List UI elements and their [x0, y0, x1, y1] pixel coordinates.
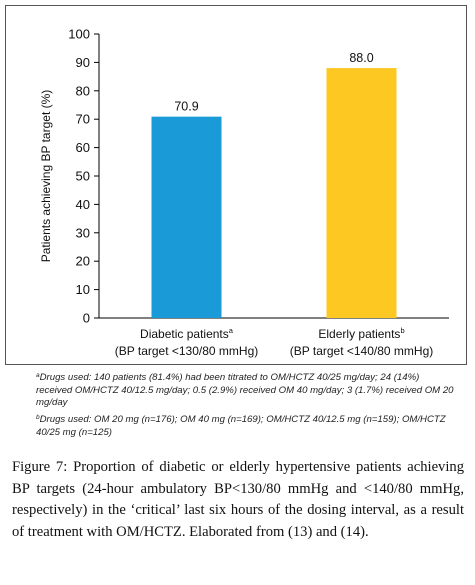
y-tick-label: 50 [76, 169, 90, 184]
y-tick-label: 100 [68, 27, 90, 42]
footnote-b: bDrugs used: OM 20 mg (n=176); OM 40 mg … [36, 414, 456, 439]
footnote-a-text: Drugs used: 140 patients (81.4%) had bee… [36, 372, 454, 408]
y-tick-label: 20 [76, 254, 90, 269]
y-tick-label: 80 [76, 83, 90, 98]
y-tick-label: 70 [76, 112, 90, 127]
y-tick-label: 10 [76, 282, 90, 297]
bar [326, 68, 397, 318]
y-axis-title: Patients achieving BP target (%) [39, 90, 53, 263]
bar-value-label: 70.9 [174, 100, 198, 114]
footnote-b-text: Drugs used: OM 20 mg (n=176); OM 40 mg (… [36, 414, 446, 438]
x-category-superscript: b [400, 326, 404, 335]
y-tick-label: 40 [76, 197, 90, 212]
figure-frame: 0 10 20 30 40 50 60 70 80 90 100 Patients achieving… [5, 5, 467, 438]
x-category-superscript: a [229, 326, 234, 335]
caption-label: Figure 7: [12, 459, 68, 475]
y-tick-label: 30 [76, 225, 90, 240]
x-category-sublabel: (BP target <140/80 mmHg) [290, 344, 434, 358]
x-category-label: Elderly patientsb [318, 326, 404, 341]
caption-text: Proportion of diabetic or elderly hypert… [12, 459, 464, 540]
x-category-label: Diabetic patientsa [140, 326, 234, 341]
footnote-a: aDrugs used: 140 patients (81.4%) had be… [36, 372, 456, 410]
x-category-sublabel: (BP target <130/80 mmHg) [115, 344, 259, 358]
footnote-a-marker: a [36, 372, 40, 379]
bar-value-label: 88.0 [349, 51, 373, 65]
y-tick-label: 0 [83, 311, 90, 326]
bar-chart: 0 10 20 30 40 50 60 70 80 90 100 Patients achieving… [39, 27, 449, 358]
y-tick-label: 60 [76, 140, 90, 155]
footnote-b-marker: b [36, 414, 40, 421]
bar [151, 116, 222, 318]
y-tick-label: 90 [76, 55, 90, 70]
figure-caption: Figure 7: Proportion of diabetic or elde… [12, 457, 464, 543]
